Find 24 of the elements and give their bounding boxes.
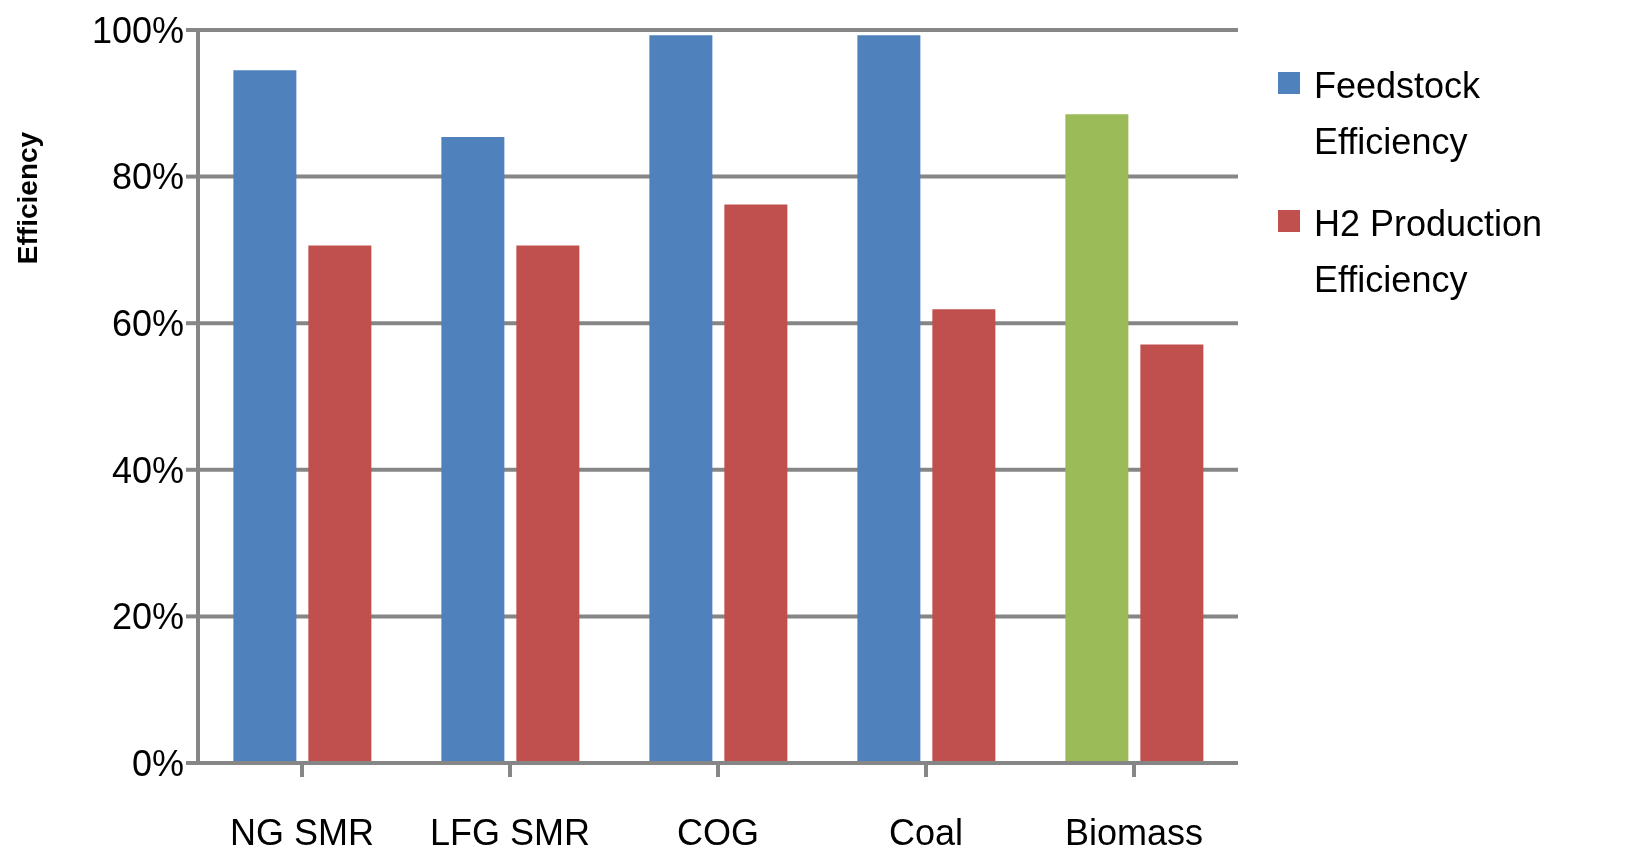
y-tick-label: 100% (91, 9, 184, 51)
bar (1065, 114, 1129, 763)
bar (308, 245, 372, 763)
bar (516, 245, 580, 763)
y-tick-label: 60% (111, 302, 184, 344)
legend-label: H2 Production Efficiency (1314, 202, 1544, 302)
bar (724, 204, 788, 763)
x-tick-label: NG SMR (230, 811, 374, 853)
x-tick-label: LFG SMR (429, 811, 591, 853)
y-tick-label: 80% (111, 156, 184, 198)
bar (932, 309, 996, 763)
x-tick-label: COG (676, 811, 760, 853)
x-tick-label: Coal (888, 811, 964, 853)
y-tick-label: 20% (111, 596, 184, 638)
bar (857, 35, 921, 763)
y-axis-title: Efficiency (12, 131, 44, 265)
x-tick-label: Biomass (1064, 811, 1204, 853)
y-tick-label: 40% (111, 449, 184, 491)
legend-label: Feedstock Efficiency (1314, 64, 1482, 164)
bar (649, 35, 713, 763)
bar (1140, 344, 1204, 763)
bar (233, 70, 297, 763)
y-tick-label: 0% (131, 742, 184, 784)
bar (441, 137, 505, 763)
